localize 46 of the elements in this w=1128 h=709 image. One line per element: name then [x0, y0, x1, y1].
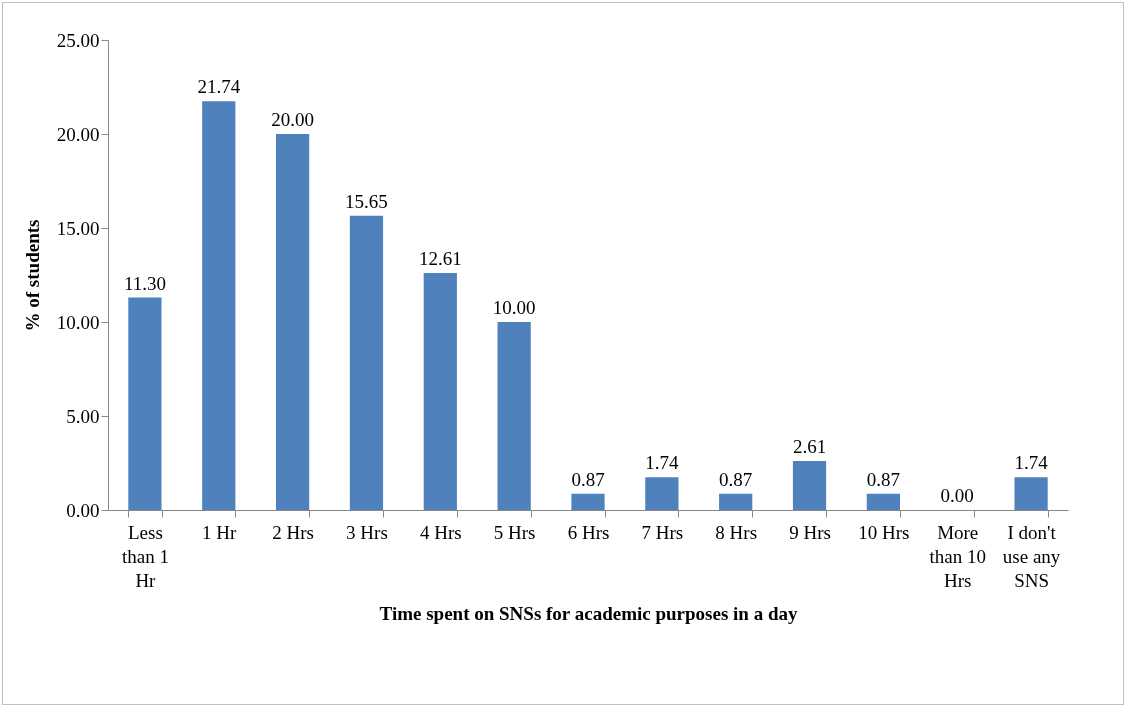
y-tick-label: 20.00	[56, 123, 100, 145]
bar	[202, 101, 236, 510]
bar	[719, 493, 753, 510]
bar	[128, 297, 162, 510]
x-tick-label: 3 Hrs	[346, 521, 388, 543]
data-label: 10.00	[492, 297, 536, 318]
data-label: 11.30	[123, 272, 166, 294]
data-label: 2.61	[792, 435, 827, 457]
x-tick-label: 1 Hr	[202, 521, 238, 543]
data-label: 1.74	[1014, 452, 1049, 474]
bar	[792, 460, 827, 510]
bar	[1014, 477, 1048, 510]
data-label: 0.87	[571, 468, 605, 490]
data-label: 0.00	[940, 485, 974, 506]
y-tick-label: 10.00	[56, 311, 100, 333]
x-tick-label: 8 Hrs	[715, 521, 758, 543]
y-tick-label: 0.00	[66, 499, 100, 521]
x-tick-label: 9 Hrs	[789, 521, 831, 543]
y-tick-label: 25.00	[56, 29, 100, 51]
bar	[276, 134, 310, 510]
data-label: 20.00	[271, 109, 314, 130]
y-axis-title: % of students	[21, 219, 43, 332]
bar	[571, 493, 605, 510]
data-label: 15.65	[345, 190, 388, 212]
x-tick-label: 6 Hrs	[567, 521, 610, 543]
y-tick-label: 15.00	[56, 217, 100, 239]
x-tick-label: 4 Hrs	[419, 521, 462, 543]
bar	[866, 493, 900, 510]
data-label: 0.87	[866, 468, 901, 490]
x-tick-label: I don't use any SNS	[1002, 521, 1061, 591]
bar	[349, 215, 384, 510]
x-tick-label: 2 Hrs	[272, 521, 314, 543]
bar	[645, 477, 679, 510]
data-label: 21.74	[197, 76, 241, 98]
x-tick-label: 7 Hrs	[641, 521, 684, 543]
x-tick-label: Less than 1 Hr	[121, 521, 169, 591]
x-axis-title: Time spent on SNSs for academic purposes in a day	[379, 602, 798, 624]
bar	[497, 322, 531, 510]
data-label: 0.87	[719, 468, 753, 490]
y-tick-label: 5.00	[66, 405, 100, 427]
x-tick-label: More than 10 Hrs	[929, 521, 986, 591]
x-tick-label: 5 Hrs	[493, 521, 536, 543]
data-label: 12.61	[418, 247, 462, 269]
data-label: 1.74	[645, 452, 679, 474]
x-tick-label: 10 Hrs	[858, 521, 910, 543]
bar	[423, 272, 457, 510]
